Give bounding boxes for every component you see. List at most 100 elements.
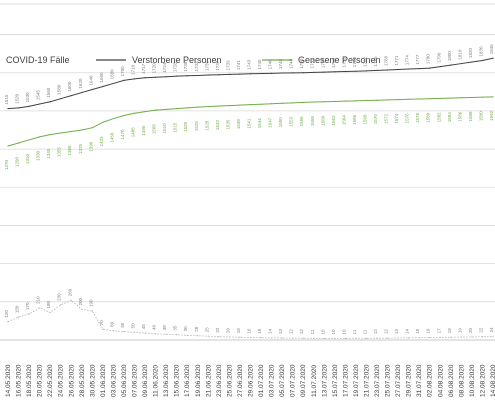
x-tick-label-45: 12.08.2020 [479,364,486,397]
data-point-2-40 [429,98,431,100]
data-label-2-46: 1592 [489,110,494,121]
data-point-2-4 [49,133,51,136]
data-label-2-32: 1564 [341,115,346,126]
data-point-1-22 [239,73,241,75]
data-label-2-9: 1425 [99,136,104,147]
data-point-1-20 [218,74,220,76]
data-label-0-30: 10 [320,329,325,335]
data-point-2-2 [28,139,30,141]
data-point-0-21 [228,336,231,338]
data-label-0-36: 12 [384,329,389,335]
data-point-1-3 [39,103,41,105]
data-point-1-4 [49,101,51,103]
data-point-0-25 [270,337,273,339]
data-label-0-19: 25 [204,327,209,333]
x-tick-label-38: 29.07.2020 [406,364,413,397]
data-label-1-12: 1710 [131,64,136,75]
data-point-1-37 [397,68,399,71]
data-point-1-12 [133,78,136,80]
x-tick-label-24: 01.07.2020 [258,364,265,397]
data-label-1-26: 1748 [278,59,283,70]
x-tick-label-35: 23.07.2020 [374,364,381,397]
data-point-2-17 [186,107,188,109]
data-label-2-0: 1270 [4,160,9,171]
data-point-1-28 [302,72,304,74]
data-label-2-33: 1566 [352,114,357,125]
data-label-0-41: 17 [436,328,441,334]
data-point-0-43 [460,336,462,338]
data-label-0-8: 190 [88,299,93,307]
data-point-2-5 [60,132,62,134]
data-label-0-3: 210 [36,296,41,304]
data-point-1-14 [155,76,157,78]
data-point-1-40 [429,67,431,69]
data-label-2-14: 1505 [152,124,157,135]
legend-label-2: Genesene Personen [298,55,381,65]
data-point-2-43 [460,97,462,99]
x-tick-label-6: 26.05.2020 [68,364,75,397]
x-tick-label-1: 16.05.2020 [16,364,23,397]
data-label-1-14: 1720 [152,63,157,74]
data-label-0-39: 15 [415,328,420,334]
data-label-0-11: 55 [120,322,125,328]
data-label-0-25: 14 [268,328,273,334]
data-label-1-8: 1640 [88,75,93,86]
data-point-1-9 [102,85,104,88]
data-label-0-45: 22 [478,327,483,333]
data-label-2-4: 1345 [46,148,51,159]
data-label-0-34: 11 [362,329,367,334]
data-label-1-38: 1774 [405,55,410,66]
data-point-2-28 [302,101,304,103]
data-label-1-15: 1724 [162,62,167,73]
data-point-2-11 [123,114,125,117]
x-tick-label-46: 14.08.2020 [490,364,495,397]
data-label-1-39: 1777 [415,54,420,65]
data-point-2-6 [70,130,72,133]
data-label-2-41: 1582 [436,112,441,123]
x-tick-label-44: 10.08.2020 [469,364,476,397]
data-label-1-32: 1758 [341,57,346,68]
data-label-2-43: 1586 [457,111,462,122]
data-point-1-42 [450,64,452,66]
data-point-0-5 [60,304,62,306]
data-label-2-31: 1562 [331,115,336,126]
data-point-2-21 [228,104,231,107]
data-point-1-11 [123,79,125,81]
data-label-1-9: 1660 [99,72,104,83]
data-point-1-46 [492,57,494,59]
data-point-2-10 [112,117,115,120]
x-tick-label-20: 23.06.2020 [216,364,223,397]
data-label-1-20: 1737 [215,60,220,71]
x-tick-label-9: 01.06.2020 [100,364,107,397]
data-label-1-3: 1545 [36,90,41,101]
data-point-0-42 [450,336,452,338]
data-label-2-6: 1365 [67,145,72,156]
data-label-1-40: 1780 [426,54,431,65]
data-label-0-43: 19 [457,328,462,334]
data-label-2-16: 1515 [173,122,178,133]
data-point-1-8 [91,88,93,91]
data-label-2-2: 1310 [25,153,30,164]
data-point-2-38 [408,98,410,100]
data-label-0-40: 16 [426,328,431,334]
data-point-0-11 [123,331,125,333]
data-point-0-17 [186,334,188,337]
data-label-2-8: 1390 [88,141,93,152]
data-point-0-18 [197,335,199,337]
data-label-1-45: 1830 [478,46,483,57]
data-label-1-17: 1730 [183,61,188,72]
data-point-0-35 [376,337,378,339]
data-label-2-22: 1538 [236,119,241,130]
data-point-1-36 [386,69,389,71]
data-point-2-19 [207,106,209,108]
data-label-2-45: 1590 [478,111,483,122]
data-label-2-17: 1520 [183,121,188,132]
data-point-0-27 [292,337,294,339]
data-label-0-27: 12 [289,329,294,335]
data-point-1-33 [355,70,357,72]
data-label-1-37: 1771 [394,55,399,66]
data-point-0-20 [218,336,220,338]
data-label-1-4: 1560 [46,87,51,98]
data-point-0-14 [155,333,157,335]
gridlines [0,3,495,341]
